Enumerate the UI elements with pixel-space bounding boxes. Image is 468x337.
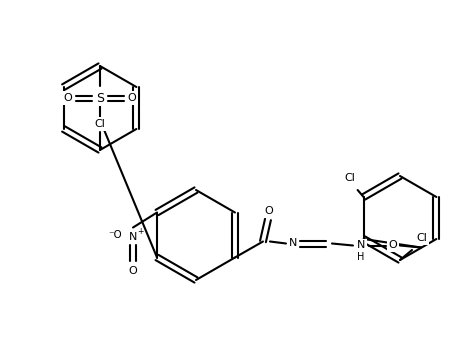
Text: Cl: Cl	[95, 119, 105, 129]
Text: Cl: Cl	[344, 173, 355, 183]
Text: ⁻O: ⁻O	[108, 229, 122, 240]
Text: O: O	[128, 93, 136, 103]
Text: H: H	[357, 251, 365, 262]
Text: Cl: Cl	[417, 233, 427, 243]
Text: +: +	[137, 227, 143, 236]
Text: S: S	[96, 92, 104, 104]
Text: O: O	[388, 241, 397, 250]
Text: O: O	[129, 266, 138, 276]
Text: N: N	[357, 241, 365, 250]
Text: N: N	[129, 232, 137, 242]
Text: O: O	[64, 93, 73, 103]
Text: O: O	[264, 207, 273, 216]
Text: N: N	[289, 239, 297, 248]
